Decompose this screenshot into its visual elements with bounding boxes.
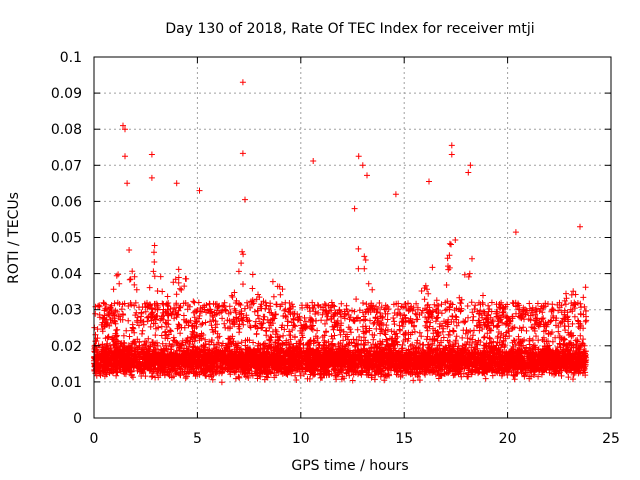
y-tick-label: 0.06 <box>51 194 82 210</box>
y-axis-label: ROTI / TECUs <box>6 192 22 284</box>
y-tick-label: 0.08 <box>51 122 82 138</box>
x-tick-label: 25 <box>602 431 620 447</box>
data-points <box>91 79 590 386</box>
y-tick-label: 0.01 <box>51 375 82 391</box>
roti-point-markers <box>91 79 590 386</box>
x-axis-label: GPS time / hours <box>291 458 408 474</box>
y-tick-label: 0.07 <box>51 158 82 174</box>
x-tick-label: 20 <box>499 431 517 447</box>
x-tick-label: 5 <box>193 431 202 447</box>
chart-title: Day 130 of 2018, Rate Of TEC Index for r… <box>165 21 534 37</box>
y-tick-label: 0.02 <box>51 339 82 355</box>
x-tick-label: 15 <box>395 431 413 447</box>
x-tick-labels: 0 5 10 15 20 25 <box>90 431 620 447</box>
x-tick-label: 10 <box>292 431 310 447</box>
y-tick-label: 0.05 <box>51 231 82 247</box>
y-tick-label: 0.03 <box>51 303 82 319</box>
y-tick-label: 0.09 <box>51 86 82 102</box>
x-tick-label: 0 <box>90 431 99 447</box>
y-tick-labels: 0 0.01 0.02 0.03 0.04 0.05 0.06 0.07 0.08 0.09 0.1 <box>51 50 82 427</box>
y-tick-label: 0.1 <box>60 50 82 66</box>
axis-ticks <box>93 56 612 419</box>
y-tick-label: 0 <box>73 411 82 427</box>
y-tick-label: 0.04 <box>51 267 82 283</box>
